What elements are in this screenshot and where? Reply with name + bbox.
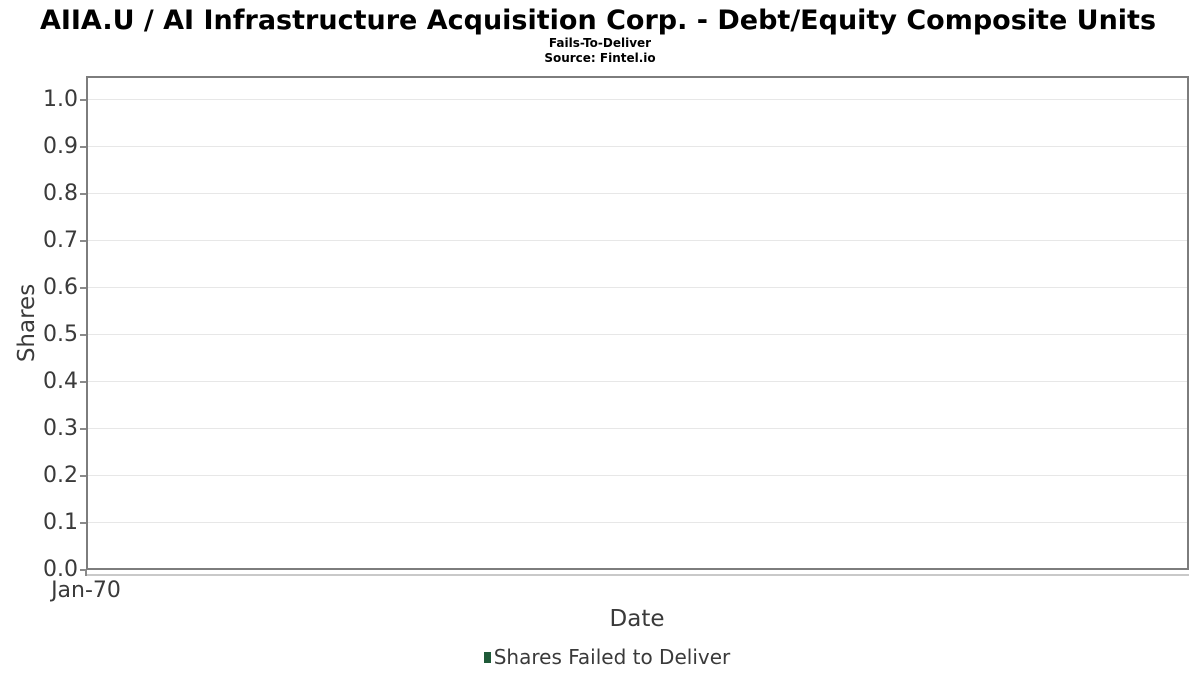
gridline: [86, 474, 1189, 477]
y-tick-label: 0.7: [43, 227, 78, 253]
y-tick-mark: [80, 380, 86, 383]
legend: Shares Failed to Deliver: [7, 644, 1200, 670]
y-tick-mark: [80, 239, 86, 242]
y-tick-label: 1.0: [43, 86, 78, 112]
y-tick-mark: [80, 474, 86, 477]
y-tick-mark: [80, 145, 86, 148]
y-tick-mark: [80, 521, 86, 524]
y-tick-mark: [80, 286, 86, 289]
chart-title: AIIA.U / AI Infrastructure Acquisition C…: [39, 5, 1157, 36]
gridline: [86, 380, 1189, 383]
plot-area: [86, 76, 1189, 570]
gridline: [86, 427, 1189, 430]
x-axis-line: [86, 574, 1189, 576]
y-tick-mark: [80, 98, 86, 101]
y-axis-label: Shares: [14, 283, 40, 363]
gridline: [86, 145, 1189, 148]
gridline: [86, 98, 1189, 101]
x-axis-label: Date: [609, 606, 665, 632]
y-tick-mark: [80, 192, 86, 195]
y-tick-mark: [80, 333, 86, 336]
chart-source: Source: Fintel.io: [544, 51, 656, 65]
gridline: [86, 521, 1189, 524]
y-tick-label: 0.8: [43, 180, 78, 206]
y-tick-label: 0.1: [43, 509, 78, 535]
y-tick-mark: [80, 427, 86, 430]
y-tick-label: 0.5: [43, 321, 78, 347]
x-tick-mark: [85, 570, 87, 576]
x-tick-label: Jan-70: [51, 578, 121, 603]
y-tick-label: 0.4: [43, 368, 78, 394]
gridline: [86, 286, 1189, 289]
gridline: [86, 192, 1189, 195]
gridline: [86, 239, 1189, 242]
y-tick-label: 0.6: [43, 274, 78, 300]
y-tick-label: 0.0: [43, 557, 78, 582]
y-tick-label: 0.2: [43, 462, 78, 488]
legend-label: Shares Failed to Deliver: [493, 645, 731, 669]
y-tick-label: 0.3: [43, 415, 78, 441]
gridline: [86, 333, 1189, 336]
legend-marker-icon: [483, 651, 491, 663]
chart-subtitle: Fails-To-Deliver: [548, 36, 652, 50]
y-tick-label: 0.9: [43, 133, 78, 159]
y-tick-mark: [80, 569, 86, 571]
